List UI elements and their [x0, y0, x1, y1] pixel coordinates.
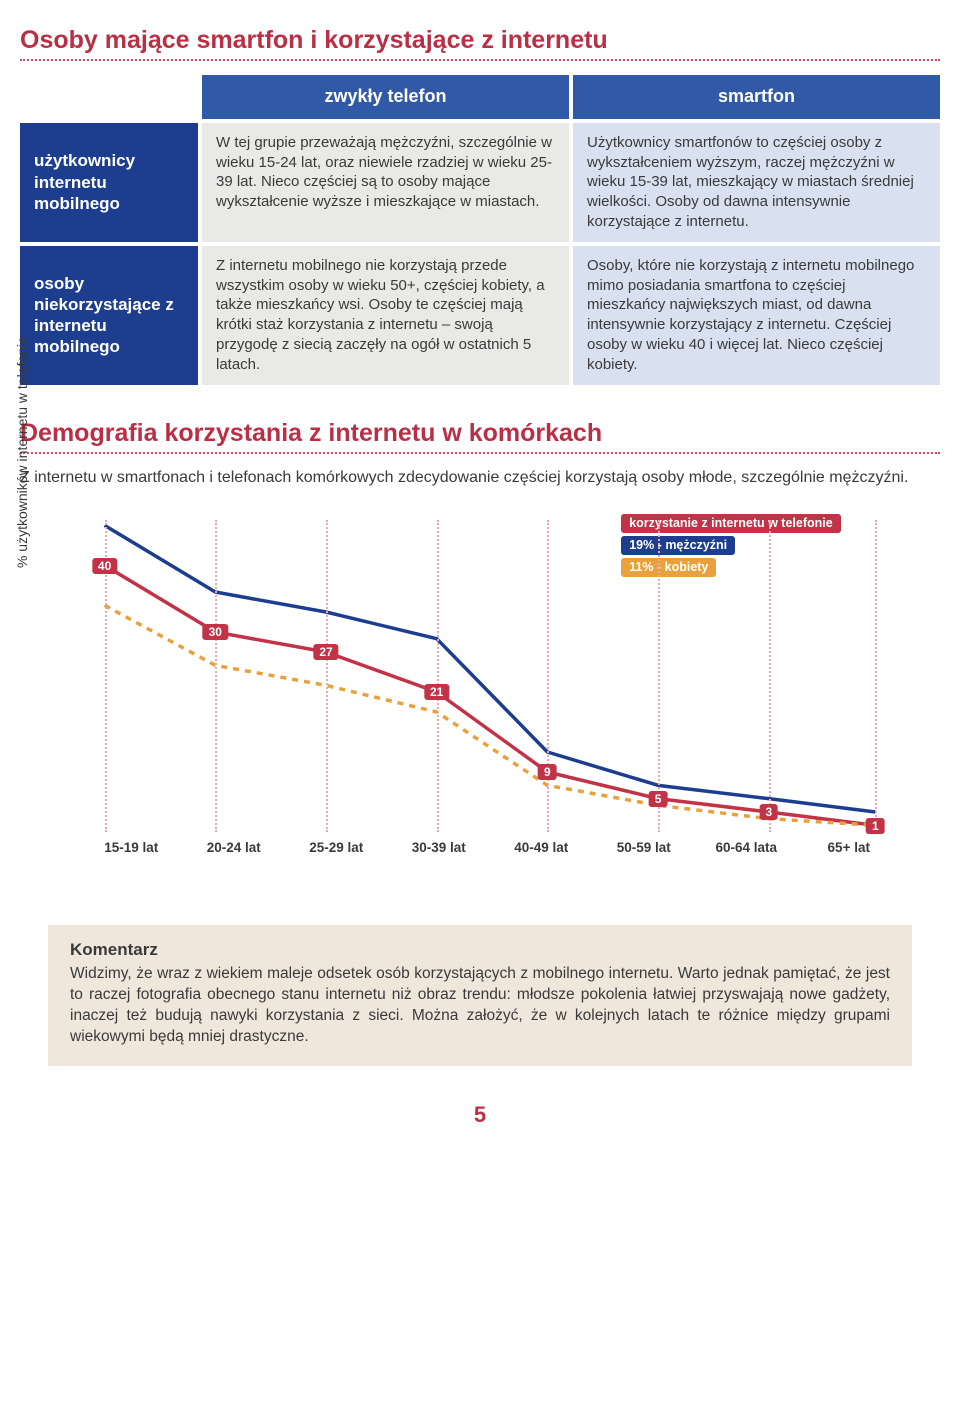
col-header-2: smartfon	[573, 75, 940, 119]
x-tick-label: 15-19 lat	[80, 840, 183, 855]
cell-1-1: W tej grupie przeważają mężczyźni, szcze…	[202, 123, 569, 242]
comparison-table: zwykły telefon smartfon użytkownicy inte…	[20, 75, 940, 385]
section2-title: Demografia korzystania z internetu w kom…	[20, 419, 940, 448]
commentary-body: Widzimy, że wraz z wiekiem maleje odsete…	[70, 964, 890, 1048]
data-label: 30	[203, 624, 228, 640]
x-tick-label: 50-59 lat	[593, 840, 696, 855]
commentary-title: Komentarz	[70, 939, 890, 962]
data-label: 5	[649, 791, 668, 807]
gridline	[547, 520, 549, 832]
table-corner	[20, 75, 198, 119]
gridline	[875, 520, 877, 832]
y-axis-label: % użytkowników internetu w telefonie	[14, 336, 30, 568]
cell-2-1: Z internetu mobilnego nie korzystają prz…	[202, 246, 569, 385]
x-tick-label: 40-49 lat	[490, 840, 593, 855]
x-tick-label: 30-39 lat	[388, 840, 491, 855]
data-label: 27	[313, 644, 338, 660]
x-tick-label: 20-24 lat	[183, 840, 286, 855]
commentary-box: Komentarz Widzimy, że wraz z wiekiem mal…	[48, 925, 912, 1066]
data-label: 1	[866, 818, 885, 834]
x-tick-label: 65+ lat	[798, 840, 901, 855]
legend-item: 11% - kobiety	[621, 558, 716, 577]
legend-item: 19% - mężczyźni	[621, 536, 735, 555]
section2-intro: Z internetu w smartfonach i telefonach k…	[20, 468, 940, 489]
gridline	[215, 520, 217, 832]
cell-2-2: Osoby, które nie korzystają z internetu …	[573, 246, 940, 385]
data-label: 21	[424, 684, 449, 700]
x-tick-label: 60-64 lata	[695, 840, 798, 855]
col-header-1: zwykły telefon	[202, 75, 569, 119]
row-label-2: osoby niekorzystające z internetu mobiln…	[20, 246, 198, 385]
legend-item: korzystanie z internetu w telefonie	[621, 514, 841, 533]
gridline	[769, 520, 771, 832]
divider	[20, 59, 940, 61]
divider-2	[20, 452, 940, 454]
data-label: 40	[92, 558, 117, 574]
gridline	[437, 520, 439, 832]
line-chart: % użytkowników internetu w telefonie kor…	[80, 512, 900, 855]
x-tick-label: 25-29 lat	[285, 840, 388, 855]
data-label: 3	[759, 804, 778, 820]
data-label: 9	[538, 764, 557, 780]
section1-title: Osoby mające smartfon i korzystające z i…	[20, 26, 940, 55]
x-axis: 15-19 lat20-24 lat25-29 lat30-39 lat40-4…	[80, 840, 900, 855]
page-number: 5	[20, 1102, 940, 1128]
chart-legend: korzystanie z internetu w telefonie 19% -…	[621, 514, 841, 577]
cell-1-2: Użytkownicy smartfonów to częściej osoby…	[573, 123, 940, 242]
gridline	[658, 520, 660, 832]
gridline	[326, 520, 328, 832]
row-label-1: użytkownicy internetu mobilnego	[20, 123, 198, 242]
